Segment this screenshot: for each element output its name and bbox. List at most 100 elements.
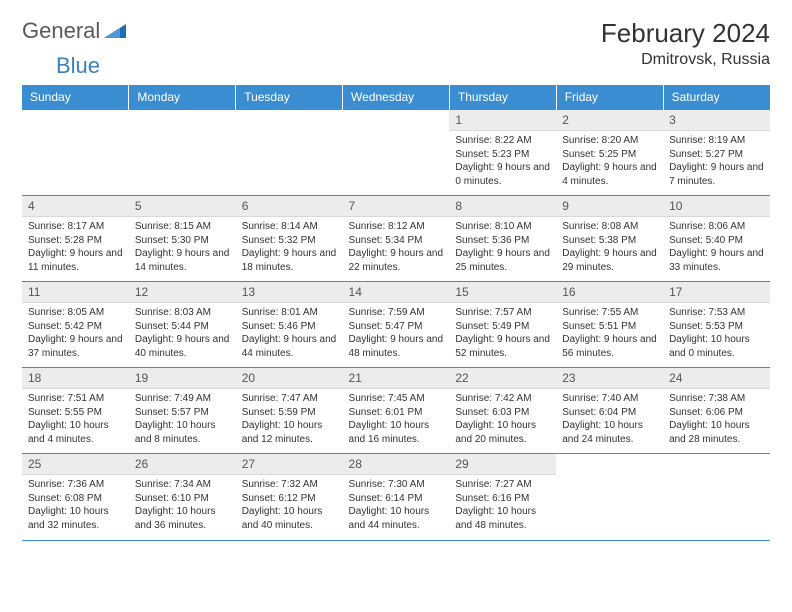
calendar-cell: 7Sunrise: 8:12 AMSunset: 5:34 PMDaylight… [343, 196, 450, 282]
calendar-cell: 4Sunrise: 8:17 AMSunset: 5:28 PMDaylight… [22, 196, 129, 282]
weekday-header: Saturday [663, 85, 770, 110]
calendar-cell: 17Sunrise: 7:53 AMSunset: 5:53 PMDayligh… [663, 282, 770, 368]
calendar-week-row: 11Sunrise: 8:05 AMSunset: 5:42 PMDayligh… [22, 282, 770, 368]
day-number: 4 [22, 196, 129, 217]
day-number: 25 [22, 454, 129, 475]
calendar-cell: 22Sunrise: 7:42 AMSunset: 6:03 PMDayligh… [449, 368, 556, 454]
weekday-header: Sunday [22, 85, 129, 110]
day-info: Sunrise: 7:38 AMSunset: 6:06 PMDaylight:… [663, 389, 770, 449]
weekday-header-row: Sunday Monday Tuesday Wednesday Thursday… [22, 85, 770, 110]
calendar-cell: 6Sunrise: 8:14 AMSunset: 5:32 PMDaylight… [236, 196, 343, 282]
day-info: Sunrise: 8:12 AMSunset: 5:34 PMDaylight:… [343, 217, 450, 277]
calendar-cell: 8Sunrise: 8:10 AMSunset: 5:36 PMDaylight… [449, 196, 556, 282]
day-number: 15 [449, 282, 556, 303]
calendar-cell: 27Sunrise: 7:32 AMSunset: 6:12 PMDayligh… [236, 454, 343, 540]
day-number: 16 [556, 282, 663, 303]
day-number: 20 [236, 368, 343, 389]
day-info: Sunrise: 8:19 AMSunset: 5:27 PMDaylight:… [663, 131, 770, 191]
day-number: 18 [22, 368, 129, 389]
calendar-body: 1Sunrise: 8:22 AMSunset: 5:23 PMDaylight… [22, 110, 770, 540]
calendar-cell: 14Sunrise: 7:59 AMSunset: 5:47 PMDayligh… [343, 282, 450, 368]
day-number: 8 [449, 196, 556, 217]
day-number: 1 [449, 110, 556, 131]
bottom-border [22, 540, 770, 541]
calendar-cell: 10Sunrise: 8:06 AMSunset: 5:40 PMDayligh… [663, 196, 770, 282]
calendar-cell: 18Sunrise: 7:51 AMSunset: 5:55 PMDayligh… [22, 368, 129, 454]
page-title: February 2024 [601, 18, 770, 49]
calendar-cell [663, 454, 770, 540]
location-label: Dmitrovsk, Russia [601, 51, 770, 69]
calendar-cell: 29Sunrise: 7:27 AMSunset: 6:16 PMDayligh… [449, 454, 556, 540]
calendar-cell: 26Sunrise: 7:34 AMSunset: 6:10 PMDayligh… [129, 454, 236, 540]
day-info: Sunrise: 7:47 AMSunset: 5:59 PMDaylight:… [236, 389, 343, 449]
day-info: Sunrise: 8:01 AMSunset: 5:46 PMDaylight:… [236, 303, 343, 363]
calendar-cell: 2Sunrise: 8:20 AMSunset: 5:25 PMDaylight… [556, 110, 663, 196]
day-info: Sunrise: 7:49 AMSunset: 5:57 PMDaylight:… [129, 389, 236, 449]
day-info: Sunrise: 7:40 AMSunset: 6:04 PMDaylight:… [556, 389, 663, 449]
day-number: 14 [343, 282, 450, 303]
day-info: Sunrise: 7:53 AMSunset: 5:53 PMDaylight:… [663, 303, 770, 363]
day-info: Sunrise: 7:32 AMSunset: 6:12 PMDaylight:… [236, 475, 343, 535]
day-number: 10 [663, 196, 770, 217]
day-number: 24 [663, 368, 770, 389]
calendar-cell [129, 110, 236, 196]
day-number: 28 [343, 454, 450, 475]
day-number: 3 [663, 110, 770, 131]
day-info: Sunrise: 7:59 AMSunset: 5:47 PMDaylight:… [343, 303, 450, 363]
day-info: Sunrise: 8:14 AMSunset: 5:32 PMDaylight:… [236, 217, 343, 277]
calendar-table: Sunday Monday Tuesday Wednesday Thursday… [22, 85, 770, 540]
calendar-cell: 21Sunrise: 7:45 AMSunset: 6:01 PMDayligh… [343, 368, 450, 454]
day-number: 11 [22, 282, 129, 303]
day-number: 5 [129, 196, 236, 217]
day-number: 21 [343, 368, 450, 389]
day-info: Sunrise: 7:36 AMSunset: 6:08 PMDaylight:… [22, 475, 129, 535]
day-info: Sunrise: 8:06 AMSunset: 5:40 PMDaylight:… [663, 217, 770, 277]
brand-text-2: Blue [56, 53, 100, 79]
weekday-header: Monday [129, 85, 236, 110]
day-info: Sunrise: 7:30 AMSunset: 6:14 PMDaylight:… [343, 475, 450, 535]
calendar-cell: 20Sunrise: 7:47 AMSunset: 5:59 PMDayligh… [236, 368, 343, 454]
day-info: Sunrise: 7:51 AMSunset: 5:55 PMDaylight:… [22, 389, 129, 449]
day-number: 29 [449, 454, 556, 475]
calendar-week-row: 25Sunrise: 7:36 AMSunset: 6:08 PMDayligh… [22, 454, 770, 540]
calendar-cell [343, 110, 450, 196]
day-info: Sunrise: 8:15 AMSunset: 5:30 PMDaylight:… [129, 217, 236, 277]
day-info: Sunrise: 8:05 AMSunset: 5:42 PMDaylight:… [22, 303, 129, 363]
day-number: 9 [556, 196, 663, 217]
brand-logo: General [22, 18, 128, 44]
day-number: 23 [556, 368, 663, 389]
day-info: Sunrise: 7:42 AMSunset: 6:03 PMDaylight:… [449, 389, 556, 449]
day-number: 17 [663, 282, 770, 303]
calendar-week-row: 1Sunrise: 8:22 AMSunset: 5:23 PMDaylight… [22, 110, 770, 196]
calendar-cell: 24Sunrise: 7:38 AMSunset: 6:06 PMDayligh… [663, 368, 770, 454]
day-info: Sunrise: 7:45 AMSunset: 6:01 PMDaylight:… [343, 389, 450, 449]
calendar-cell: 11Sunrise: 8:05 AMSunset: 5:42 PMDayligh… [22, 282, 129, 368]
day-info: Sunrise: 7:57 AMSunset: 5:49 PMDaylight:… [449, 303, 556, 363]
calendar-cell: 15Sunrise: 7:57 AMSunset: 5:49 PMDayligh… [449, 282, 556, 368]
day-number: 12 [129, 282, 236, 303]
calendar-cell: 13Sunrise: 8:01 AMSunset: 5:46 PMDayligh… [236, 282, 343, 368]
calendar-cell: 16Sunrise: 7:55 AMSunset: 5:51 PMDayligh… [556, 282, 663, 368]
calendar-cell [236, 110, 343, 196]
day-info: Sunrise: 7:34 AMSunset: 6:10 PMDaylight:… [129, 475, 236, 535]
calendar-cell [556, 454, 663, 540]
calendar-week-row: 18Sunrise: 7:51 AMSunset: 5:55 PMDayligh… [22, 368, 770, 454]
weekday-header: Thursday [449, 85, 556, 110]
day-number: 7 [343, 196, 450, 217]
day-info: Sunrise: 8:08 AMSunset: 5:38 PMDaylight:… [556, 217, 663, 277]
brand-triangle-icon [104, 20, 126, 43]
calendar-cell: 25Sunrise: 7:36 AMSunset: 6:08 PMDayligh… [22, 454, 129, 540]
day-info: Sunrise: 7:27 AMSunset: 6:16 PMDaylight:… [449, 475, 556, 535]
calendar-cell: 1Sunrise: 8:22 AMSunset: 5:23 PMDaylight… [449, 110, 556, 196]
weekday-header: Friday [556, 85, 663, 110]
day-number: 26 [129, 454, 236, 475]
day-number: 27 [236, 454, 343, 475]
calendar-cell: 12Sunrise: 8:03 AMSunset: 5:44 PMDayligh… [129, 282, 236, 368]
day-info: Sunrise: 8:22 AMSunset: 5:23 PMDaylight:… [449, 131, 556, 191]
brand-text-1: General [22, 18, 100, 44]
calendar-cell: 19Sunrise: 7:49 AMSunset: 5:57 PMDayligh… [129, 368, 236, 454]
weekday-header: Wednesday [343, 85, 450, 110]
calendar-cell: 5Sunrise: 8:15 AMSunset: 5:30 PMDaylight… [129, 196, 236, 282]
calendar-week-row: 4Sunrise: 8:17 AMSunset: 5:28 PMDaylight… [22, 196, 770, 282]
title-block: February 2024 Dmitrovsk, Russia [601, 18, 770, 69]
